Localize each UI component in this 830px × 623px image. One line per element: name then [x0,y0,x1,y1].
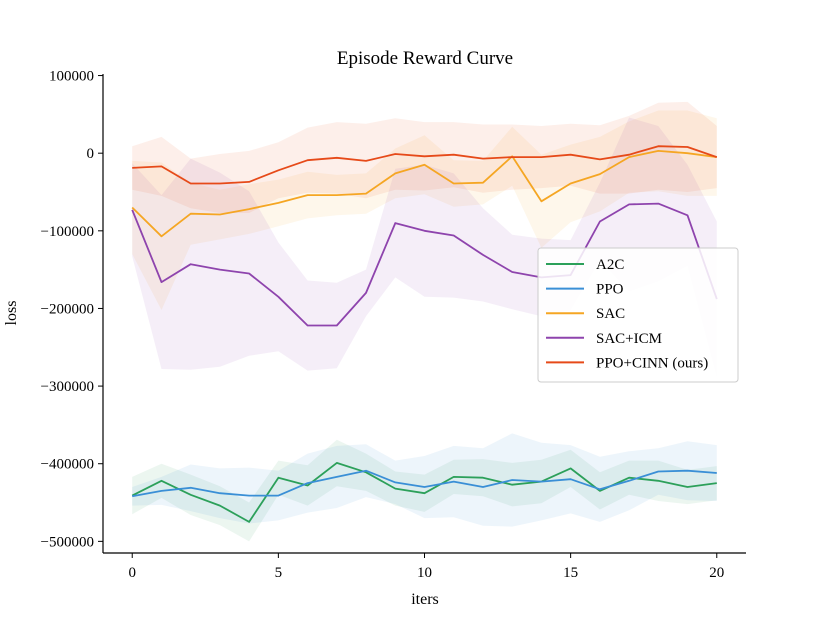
legend-label: PPO+CINN (ours) [596,355,708,371]
band-ppo-cinn-ours [132,101,717,213]
axes: 0 5 10 15 20 100000 0 −100000 −200000 −300000 −400… [41,69,746,581]
confidence-bands [132,101,717,542]
y-tick-label: 100000 [49,69,94,85]
y-axis-title: loss [3,301,20,326]
band-ppo [132,433,717,527]
legend-label: SAC [596,306,625,322]
band-sac [132,110,717,310]
x-tick-label: 0 [128,565,136,581]
y-tick-label: −200000 [41,301,94,317]
x-axis-title: iters [411,591,439,608]
legend-label: SAC+ICM [596,331,662,347]
x-tick-label: 20 [709,565,724,581]
y-tick-label: −300000 [41,379,94,395]
line-ppo-cinn-ours [132,145,718,185]
chart-title: Episode Reward Curve [337,48,513,69]
line-sac-icm [131,202,718,327]
line-a2c [131,461,717,523]
x-tick-label: 15 [563,565,578,581]
line-sac [131,149,717,238]
x-tick-label: 10 [417,565,432,581]
band-sac-icm [132,117,717,377]
y-tick-label: −500000 [41,534,94,550]
y-tick-label: 0 [87,146,95,162]
x-tick-label: 5 [275,565,283,581]
line-ppo [132,469,717,498]
y-tick-label: −400000 [41,457,94,473]
legend-frame [537,247,739,383]
band-a2c [132,439,717,542]
y-tick-label: −100000 [41,224,94,240]
legend: A2C PPO SAC SAC+ICM PPO+CINN (ours) [537,247,739,383]
series-lines [131,145,718,523]
legend-label: PPO [596,282,624,298]
legend-label: A2C [596,257,624,273]
